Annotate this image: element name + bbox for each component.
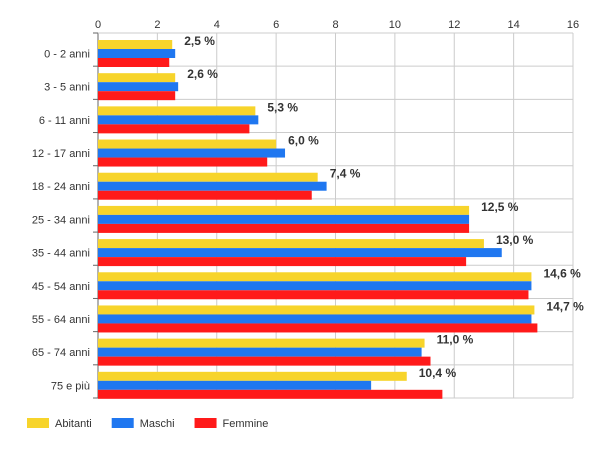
value-label: 2,5 % [184, 34, 215, 48]
category-label: 0 - 2 anni [44, 49, 90, 61]
x-tick-label: 8 [332, 19, 338, 31]
bar-maschi [98, 115, 259, 125]
x-tick-label: 14 [508, 19, 520, 31]
bar-abitanti [98, 239, 484, 249]
bar-maschi [98, 248, 502, 258]
legend-swatch-abitanti [27, 418, 49, 428]
category-label: 55 - 64 anni [32, 314, 90, 326]
category-label: 18 - 24 anni [32, 181, 90, 193]
category-label: 6 - 11 anni [39, 115, 90, 127]
category-labels: 0 - 2 anni 3 - 5 anni 6 - 11 anni 12 - 17 a… [32, 49, 90, 393]
category-label: 65 - 74 anni [32, 347, 90, 359]
x-tick-label: 16 [567, 19, 579, 31]
category-label: 75 e più [51, 380, 90, 392]
legend-swatch-maschi [111, 418, 134, 428]
bar-maschi [98, 380, 372, 390]
value-label: 14,6 % [543, 266, 581, 280]
value-labels: 2,5 % 2,6 % 5,3 % 6,0 % 7,4 % 12,5 % 13,0 % 14,… [184, 34, 584, 380]
bar-femmine [98, 58, 170, 67]
bar-maschi [98, 82, 179, 92]
category-label: 45 - 54 anni [32, 281, 90, 293]
bars [98, 40, 538, 399]
category-label: 35 - 44 anni [32, 248, 90, 260]
value-label: 12,5 % [481, 200, 519, 214]
bar-abitanti [98, 172, 318, 182]
value-label: 6,0 % [288, 134, 319, 148]
bar-femmine [98, 124, 250, 134]
bar-femmine [98, 356, 431, 366]
bar-femmine [98, 389, 443, 399]
category-label: 3 - 5 anni [44, 82, 90, 94]
bar-femmine [98, 157, 268, 167]
legend-label: Maschi [140, 418, 175, 430]
bar-maschi [98, 314, 532, 324]
bar-maschi [98, 148, 286, 158]
category-label: 25 - 34 anni [32, 214, 90, 226]
bar-abitanti [98, 40, 173, 49]
value-label: 11,0 % [437, 333, 474, 347]
bar-femmine [98, 91, 176, 101]
bar-abitanti [98, 272, 532, 282]
bar-abitanti [98, 371, 407, 381]
bar-abitanti [98, 305, 535, 315]
x-tick-label: 2 [154, 19, 160, 31]
x-tick-label: 4 [214, 19, 220, 31]
x-tick-label: 0 [95, 19, 101, 31]
x-tick-label: 10 [389, 19, 401, 31]
bar-abitanti [98, 139, 277, 149]
x-tick-label: 12 [448, 19, 460, 31]
legend-label: Abitanti [55, 418, 92, 430]
bar-maschi [98, 49, 176, 58]
bar-abitanti [98, 338, 425, 348]
value-label: 5,3 % [267, 100, 298, 114]
value-label: 13,0 % [496, 233, 534, 247]
category-label: 12 - 17 anni [32, 148, 90, 160]
bar-maschi [98, 181, 327, 191]
bar-femmine [98, 323, 538, 333]
x-tick-label: 6 [273, 19, 279, 31]
legend-label: Femmine [223, 418, 269, 430]
bar-abitanti [98, 205, 470, 215]
x-axis-ticks: 0 2 4 6 8 10 12 14 16 [95, 19, 579, 31]
bar-femmine [98, 257, 467, 267]
bar-abitanti [98, 73, 176, 83]
legend: Abitanti Maschi Femmine [27, 418, 268, 430]
bar-abitanti [98, 106, 256, 116]
value-label: 2,6 % [187, 67, 218, 81]
value-label: 14,7 % [546, 299, 584, 313]
bar-maschi [98, 214, 470, 224]
bar-femmine [98, 190, 312, 200]
bar-femmine [98, 223, 470, 233]
bar-maschi [98, 281, 532, 291]
bar-maschi [98, 347, 422, 357]
value-label: 10,4 % [419, 366, 457, 380]
legend-swatch-femmine [194, 418, 217, 428]
value-label: 7,4 % [330, 167, 361, 181]
bar-femmine [98, 290, 529, 300]
